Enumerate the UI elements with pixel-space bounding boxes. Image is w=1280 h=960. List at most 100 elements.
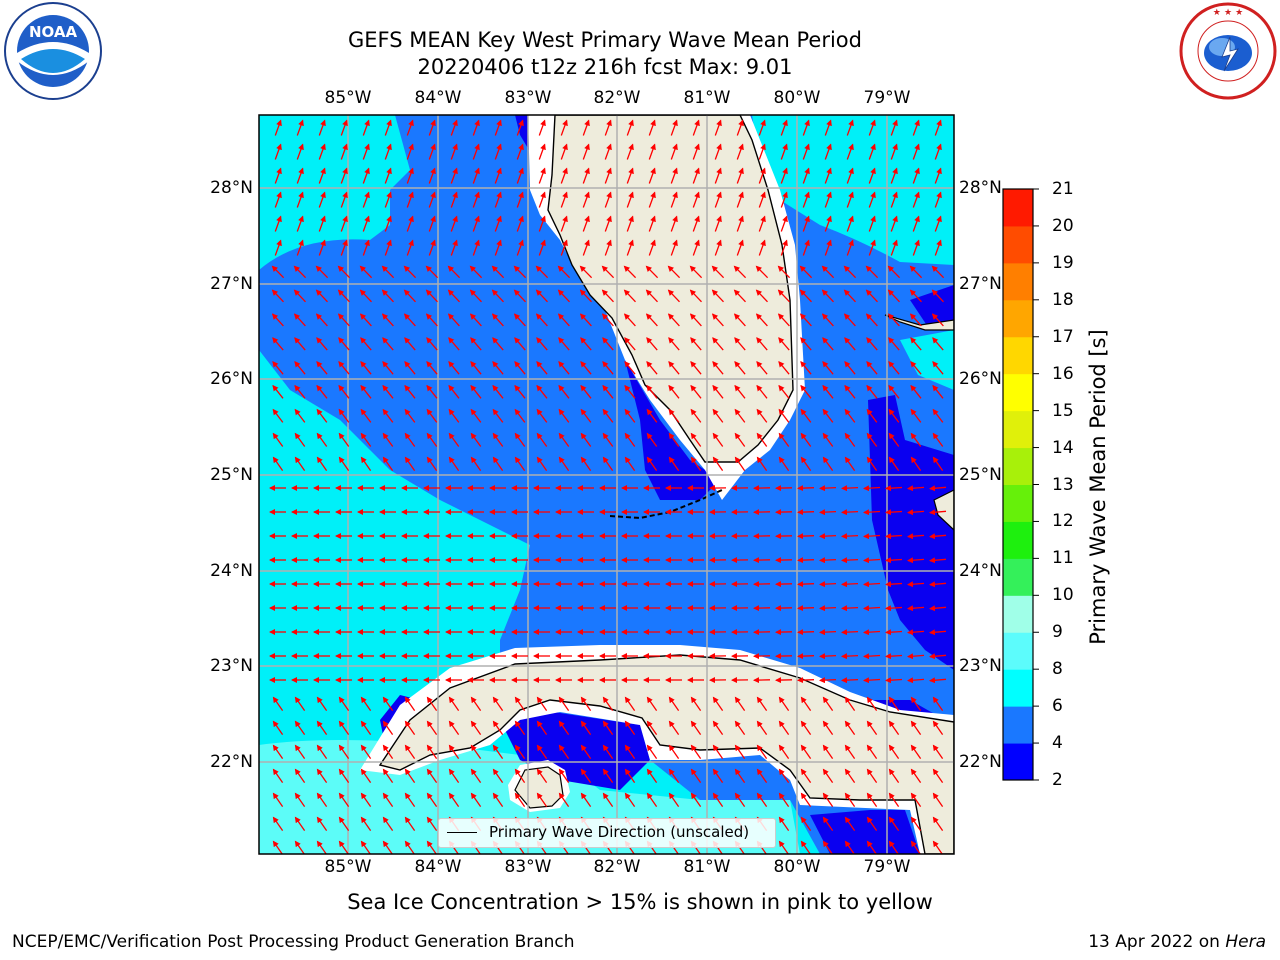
wave-arrow: [777, 313, 790, 327]
wave-arrow: [714, 215, 722, 232]
wave-arrow: [711, 313, 724, 327]
wave-arrow: [866, 744, 878, 759]
wave-arrow: [318, 191, 326, 208]
wave-arrow: [929, 581, 947, 588]
svg-text:★ ★ ★: ★ ★ ★: [1213, 8, 1243, 18]
wave-arrow: [863, 533, 881, 540]
wave-arrow: [890, 143, 898, 160]
wave-arrow: [777, 265, 791, 279]
wave-arrow: [384, 239, 392, 256]
wave-arrow: [404, 384, 416, 399]
wave-arrow: [756, 720, 768, 735]
wave-arrow: [360, 816, 372, 831]
wave-arrow: [557, 313, 570, 327]
wave-arrow: [734, 337, 746, 351]
wave-arrow: [734, 696, 746, 711]
wave-arrow: [447, 265, 461, 279]
wave-arrow: [866, 361, 878, 375]
wave-arrow: [626, 239, 634, 256]
wave-arrow: [909, 313, 922, 327]
wave-arrow: [272, 840, 283, 854]
wave-arrow: [360, 456, 372, 471]
wave-arrow: [406, 167, 414, 184]
wave-arrow: [560, 191, 568, 208]
wave-arrow: [888, 720, 900, 735]
wave-arrow: [797, 509, 815, 516]
colorbar-swatch: [1003, 447, 1033, 485]
wave-arrow: [513, 313, 526, 327]
wave-arrow: [907, 485, 925, 492]
isla-juventud-land: [514, 766, 564, 809]
wave-arrow: [426, 432, 438, 447]
wave-arrow: [887, 313, 900, 327]
wave-arrow: [602, 792, 614, 807]
x-tick-top: 83°W: [504, 88, 552, 108]
wave-arrow: [887, 289, 900, 303]
wave-arrow: [318, 239, 326, 256]
wave-arrow: [536, 744, 548, 759]
wave-arrow: [338, 384, 350, 399]
wave-arrow: [340, 167, 348, 184]
wave-arrow: [734, 768, 746, 783]
colorbar-tick-label: 15: [1052, 400, 1074, 421]
wave-arrow: [802, 239, 810, 256]
wave-arrow: [472, 215, 480, 232]
wave-arrow: [912, 167, 920, 184]
wave-arrow: [536, 768, 548, 783]
wave-arrow: [360, 337, 372, 351]
y-tick-left: 27°N: [210, 274, 253, 294]
wave-arrow: [824, 119, 832, 136]
wave-arrow: [403, 313, 416, 327]
wave-arrow: [646, 337, 658, 351]
wave-arrow: [844, 768, 856, 783]
wave-arrow: [932, 768, 944, 783]
wave-arrow: [822, 337, 834, 351]
colorbar-tick-label: 6: [1052, 696, 1063, 717]
wave-arrow: [668, 744, 680, 759]
wave-direction-arrows: [269, 119, 947, 854]
wave-arrow: [841, 629, 859, 636]
wave-arrow: [582, 143, 590, 160]
wave-arrow: [758, 119, 766, 136]
map-frame: [258, 114, 955, 855]
wave-arrow: [866, 384, 878, 399]
wave-arrow: [316, 792, 328, 807]
wave-arrow: [470, 696, 482, 711]
wave-arrow: [274, 239, 282, 256]
wave-arrow: [802, 143, 810, 160]
wave-arrow: [338, 720, 350, 735]
wave-arrow: [646, 384, 658, 399]
wave-arrow: [907, 677, 925, 684]
wave-arrow: [360, 361, 372, 375]
x-tick-top: 85°W: [324, 88, 372, 108]
wave-arrow: [492, 408, 504, 423]
wave-arrow: [337, 313, 350, 327]
wave-arrow: [472, 167, 480, 184]
wave-arrow: [844, 456, 856, 471]
wave-arrow: [602, 720, 614, 735]
wave-arrow: [692, 143, 700, 160]
wave-arrow: [582, 191, 590, 208]
wave-arrow: [912, 143, 920, 160]
wave-arrow: [689, 313, 702, 327]
wave-arrow: [272, 361, 284, 375]
wave-arrow: [841, 605, 859, 612]
x-tick-top: 84°W: [414, 88, 462, 108]
wave-arrow: [668, 361, 680, 375]
colorbar-tick-label: 19: [1052, 252, 1074, 273]
wave-arrow: [646, 792, 658, 807]
wave-arrow: [910, 816, 922, 831]
wave-arrow: [536, 408, 548, 423]
wave-arrow: [690, 432, 702, 447]
colorbar-tick-label: 20: [1052, 215, 1074, 236]
wave-arrow: [382, 768, 394, 783]
wave-arrow: [623, 265, 637, 279]
wave-arrow: [843, 289, 856, 303]
wave-arrow: [516, 191, 524, 208]
wave-arrow: [337, 265, 351, 279]
wave-arrow: [626, 167, 634, 184]
wave-arrow: [668, 432, 680, 447]
wave-arrow: [865, 265, 879, 279]
wave-arrow: [888, 337, 900, 351]
